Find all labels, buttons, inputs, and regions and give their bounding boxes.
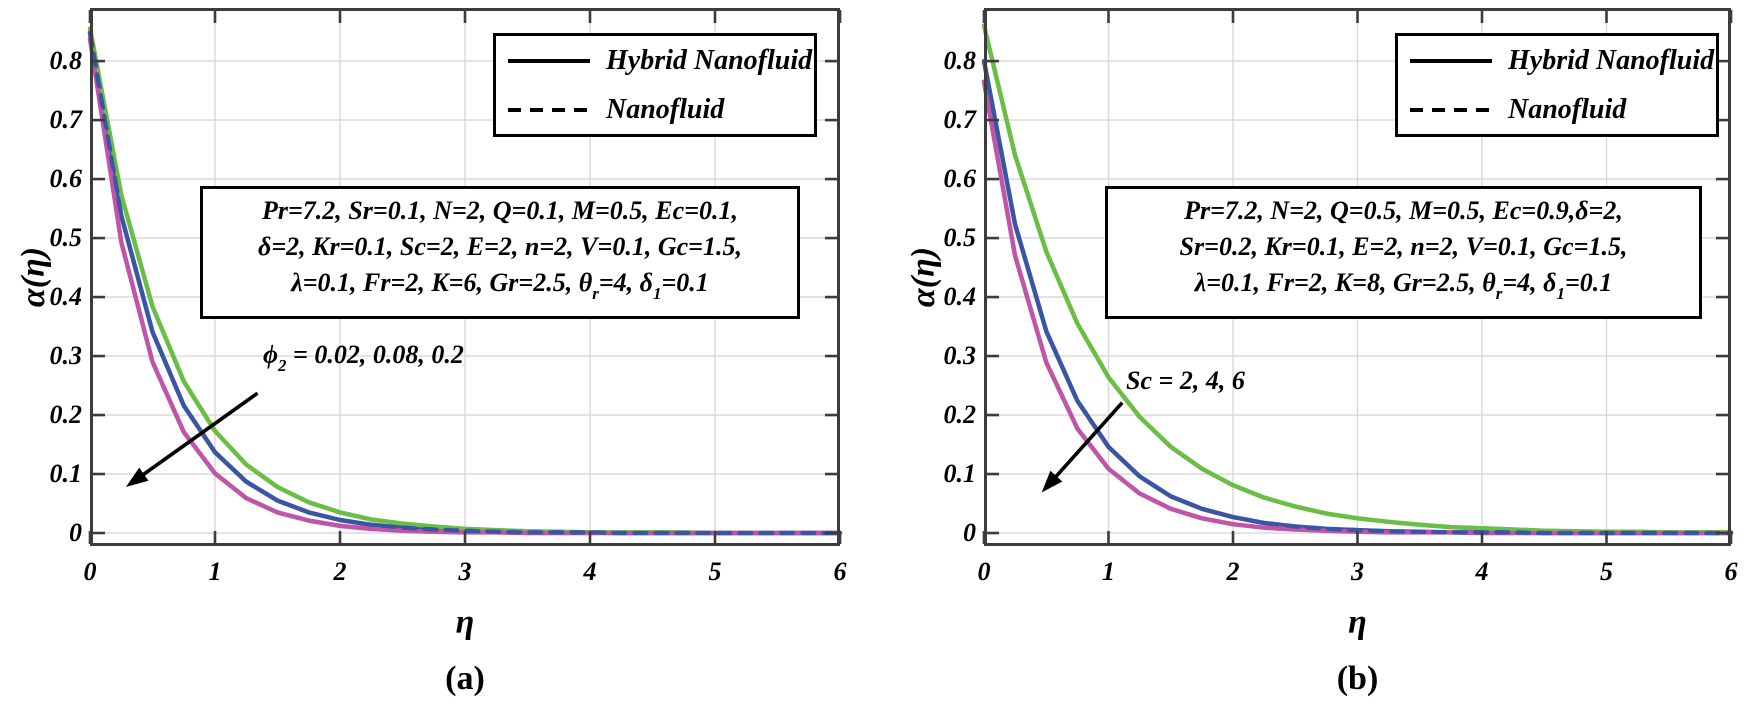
text-segment: ϕ [263, 340, 279, 369]
y-tick-label: 0.4 [943, 282, 977, 312]
legend-box: Hybrid Nanofluid Nanofluid [1395, 33, 1719, 137]
y-axis-label: α(η) [905, 246, 942, 308]
x-tick-label: 1 [1102, 557, 1115, 586]
axes-box [984, 8, 1731, 546]
x-tick-label: 6 [833, 557, 847, 586]
x-axis-label: η [455, 604, 475, 641]
y-tick-label: 0 [69, 518, 82, 548]
text-segment: =0.1 [1564, 268, 1613, 297]
parameters-line: Pr=7.2, Sr=0.1, N=2, Q=0.1, M=0.5, Ec=0.… [211, 193, 789, 229]
curve-dashed-3b55a5 [87, 30, 843, 536]
legend-label: Nanofluid [1508, 93, 1627, 125]
solid-line-sample-icon [508, 58, 590, 63]
y-tick-label: 0.8 [943, 46, 977, 76]
x-tick-label: 0 [977, 557, 991, 586]
parameters-line: Sr=0.2, Kr=0.1, E=2, n=2, V=0.1, Gc=1.5, [1116, 229, 1691, 265]
annotation-text: Sc = 2, 4, 6 [1126, 366, 1245, 396]
text-segment: =4, δ [1502, 268, 1557, 297]
x-tick-label: 4 [1475, 557, 1489, 586]
subscript: 1 [652, 284, 662, 303]
y-tick-label: 0.3 [49, 341, 83, 371]
x-tick-label: 2 [1226, 557, 1240, 586]
text-segment: λ=0.1, Fr=2, K=8, Gr=2.5, θ [1194, 268, 1496, 297]
y-tick-label: 0.6 [943, 164, 977, 194]
panel-caption: (a) [445, 660, 485, 697]
x-tick-label: 0 [83, 557, 97, 586]
y-tick-label: 0 [963, 518, 976, 548]
plot-area-b [981, 8, 1734, 546]
subscript: 2 [278, 356, 287, 375]
legend-item-nanofluid: Nanofluid [508, 94, 814, 126]
legend-item-hybrid-nanofluid: Hybrid Nanofluid [508, 45, 814, 77]
annotation-text: ϕ2 = 0.02, 0.08, 0.2 [263, 340, 464, 376]
x-tick-label: 3 [1351, 557, 1364, 586]
legend-item-hybrid-nanofluid: Hybrid Nanofluid [1410, 45, 1716, 77]
y-tick-label: 0.8 [49, 46, 83, 76]
legend-label: Nanofluid [606, 93, 725, 125]
text-segment: Sr=0.2, Kr=0.1, E=2, n=2, V=0.1, Gc=1.5, [1179, 232, 1628, 261]
solid-line-sample-icon [1410, 58, 1492, 63]
text-segment: Sc = 2, 4, 6 [1126, 366, 1245, 395]
parameters-box: Pr=7.2, N=2, Q=0.5, M=0.5, Ec=0.9,δ=2, Sr… [1105, 186, 1702, 319]
subscript: r [592, 284, 599, 303]
text-segment: Pr=7.2, Sr=0.1, N=2, Q=0.1, M=0.5, Ec=0.… [261, 196, 739, 225]
x-tick-label: 5 [1600, 557, 1613, 586]
y-axis-label: α(η) [15, 246, 52, 308]
legend-item-nanofluid: Nanofluid [1410, 94, 1716, 126]
panel-b: α(η) Hybrid Nanofluid Nanofluid Pr=7.2, … [872, 0, 1744, 717]
parameters-line: λ=0.1, Fr=2, K=8, Gr=2.5, θr=4, δ1=0.1 [1116, 265, 1691, 312]
panel-caption: (b) [1336, 660, 1379, 697]
y-tick-label: 0.1 [49, 459, 83, 489]
x-tick-label: 5 [708, 557, 722, 586]
legend-label: Hybrid Nanofluid [1508, 44, 1715, 76]
text-segment: δ=2, Kr=0.1, Sc=2, E=2, n=2, V=0.1, Gc=1… [258, 232, 742, 261]
subscript: 1 [1556, 284, 1565, 303]
x-tick-label: 6 [1724, 557, 1738, 586]
y-tick-label: 0.4 [49, 282, 83, 312]
dashed-line-sample-icon [1410, 107, 1492, 112]
y-tick-label: 0.1 [943, 459, 977, 489]
x-tick-label: 2 [333, 557, 347, 586]
text-segment: λ=0.1, Fr=2, K=6, Gr=2.5, θ [291, 268, 593, 297]
parameters-line: λ=0.1, Fr=2, K=6, Gr=2.5, θr=4, δ1=0.1 [211, 265, 789, 312]
axes-box [90, 8, 840, 546]
arrow-icon [1041, 470, 1063, 493]
y-tick-label: 0.7 [49, 105, 83, 135]
y-tick-label: 0.7 [943, 105, 977, 135]
text-segment: =4, δ [598, 268, 653, 297]
text-segment: = 0.02, 0.08, 0.2 [286, 340, 464, 369]
parameters-line: Pr=7.2, N=2, Q=0.5, M=0.5, Ec=0.9,δ=2, [1116, 193, 1691, 229]
y-tick-label: 0.5 [943, 223, 977, 253]
panel-a: α(η) Hybrid Nanofluid Nanofluid Pr=7.2, … [15, 8, 847, 697]
x-tick-label: 1 [208, 557, 222, 586]
y-tick-label: 0.2 [943, 400, 977, 430]
x-axis-label: η [1348, 604, 1367, 641]
arrow-icon [125, 467, 149, 487]
parameters-box: Pr=7.2, Sr=0.1, N=2, Q=0.1, M=0.5, Ec=0.… [200, 186, 800, 319]
legend-box: Hybrid Nanofluid Nanofluid [493, 33, 817, 137]
y-tick-label: 0.2 [49, 400, 83, 430]
text-segment: =0.1 [661, 268, 709, 297]
curve-dashed-6bbe45 [981, 23, 1734, 535]
subscript: r [1495, 284, 1503, 303]
y-tick-label: 0.3 [943, 341, 977, 371]
legend-label: Hybrid Nanofluid [606, 44, 813, 76]
x-tick-label: 3 [458, 557, 472, 586]
parameters-line: δ=2, Kr=0.1, Sc=2, E=2, n=2, V=0.1, Gc=1… [211, 229, 789, 265]
y-tick-label: 0.5 [49, 223, 83, 253]
x-tick-label: 4 [583, 557, 597, 586]
dashed-line-sample-icon [508, 107, 590, 112]
text-segment: Pr=7.2, N=2, Q=0.5, M=0.5, Ec=0.9,δ=2, [1184, 196, 1623, 225]
y-tick-label: 0.6 [49, 164, 83, 194]
